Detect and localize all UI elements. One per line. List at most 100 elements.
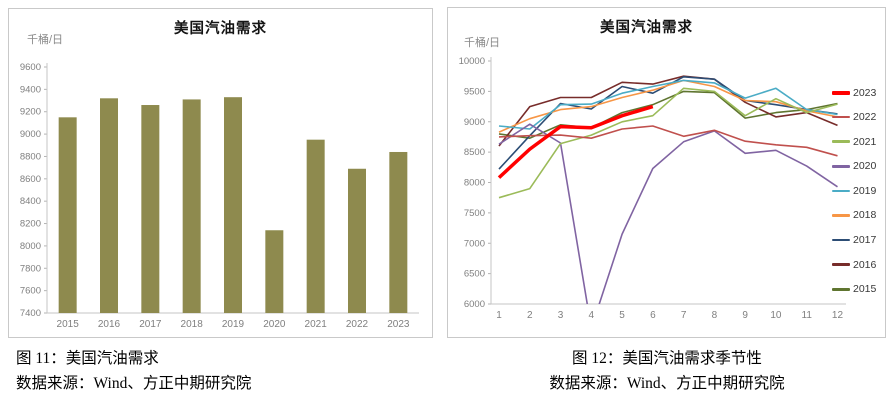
y-tick-label: 9000 xyxy=(20,129,41,140)
line-series-2020 xyxy=(498,123,838,304)
chart-title: 美国汽油需求 xyxy=(174,21,267,37)
caption-figure-12-title: 图 12：美国汽油需求季节性 xyxy=(572,350,762,367)
legend-swatch-2016 xyxy=(832,263,850,266)
y-tick-label: 6500 xyxy=(464,269,485,280)
y-tick-label: 8000 xyxy=(20,241,41,252)
bar-2016 xyxy=(100,98,118,314)
y-tick-label: 8800 xyxy=(20,151,41,162)
x-tick-label: 9 xyxy=(742,310,748,321)
legend-item-2021: 2021 xyxy=(832,135,876,148)
bar-2015 xyxy=(58,117,77,314)
legend-item-2017: 2017 xyxy=(832,234,876,247)
caption-figure-11-title: 图 11：美国汽油需求 xyxy=(16,350,159,367)
y-tick-label: 9500 xyxy=(464,86,485,97)
y-tick-label: 8500 xyxy=(464,147,485,158)
x-tick-label: 2015 xyxy=(57,319,80,330)
caption-figure-11: 图 11：美国汽油需求 数据来源：Wind、方正中期研究院 xyxy=(16,346,251,396)
legend-item-2019: 2019 xyxy=(832,184,876,197)
line-series-group xyxy=(497,75,838,304)
y-axis-unit-label: 千桶/日 xyxy=(27,34,64,46)
y-tick-label: 9600 xyxy=(20,62,41,73)
y-tick-label: 7500 xyxy=(464,208,485,219)
y-tick-label: 9000 xyxy=(464,117,485,128)
legend-label-2021: 2021 xyxy=(853,135,877,148)
legend-label-2019: 2019 xyxy=(853,184,877,197)
y-tick-label: 7000 xyxy=(464,238,485,249)
line-series-2015 xyxy=(498,90,838,139)
x-tick-label: 2017 xyxy=(139,319,162,330)
x-tick-label: 1 xyxy=(496,310,502,321)
bar-2022 xyxy=(348,168,366,313)
chart-legend: 2023 2022 2021 2020 2019 2018 2017 2016 2015 xyxy=(832,86,876,307)
x-tick-label: 5 xyxy=(619,310,625,321)
x-tick-label: 2018 xyxy=(181,319,204,330)
legend-swatch-2019 xyxy=(832,189,850,193)
legend-label-2023: 2023 xyxy=(853,86,877,99)
y-tick-label: 8600 xyxy=(20,174,41,185)
legend-swatch-2020 xyxy=(832,165,850,168)
legend-item-2018: 2018 xyxy=(832,209,876,222)
line-series-2021 xyxy=(498,87,838,199)
legend-swatch-2017 xyxy=(832,238,850,242)
figure-panel-line-chart: 千桶/日 美国汽油需求 6000 6500 7000 7500 8000 8500 9000… xyxy=(447,7,886,338)
caption-figure-12: 图 12：美国汽油需求季节性 数据来源：Wind、方正中期研究院 xyxy=(447,346,887,396)
legend-label-2018: 2018 xyxy=(853,209,877,222)
x-tick-label: 2016 xyxy=(98,319,121,330)
x-tick-label: 2022 xyxy=(346,319,369,330)
x-tick-label: 2019 xyxy=(222,319,245,330)
line-series-2019 xyxy=(498,79,838,130)
x-tick-label: 10 xyxy=(770,310,782,321)
y-tick-label: 7400 xyxy=(20,308,41,319)
legend-item-2020: 2020 xyxy=(832,160,876,173)
legend-item-2023: 2023 xyxy=(832,86,876,99)
bar-chart-canvas: 7400 7600 7800 8000 8200 8400 8600 8800 9000 9200… xyxy=(20,62,419,330)
legend-item-2015: 2015 xyxy=(832,283,876,296)
x-tick-label: 2 xyxy=(527,310,533,321)
legend-label-2022: 2022 xyxy=(853,111,877,124)
x-tick-label: 2021 xyxy=(305,319,328,330)
legend-item-2022: 2022 xyxy=(832,111,876,124)
y-tick-label: 8200 xyxy=(20,219,41,230)
x-tick-label: 4 xyxy=(589,310,595,321)
bar-2023 xyxy=(389,151,408,313)
caption-figure-11-source: 数据来源：Wind、方正中期研究院 xyxy=(16,375,252,392)
x-tick-label: 2023 xyxy=(387,319,410,330)
legend-swatch-2023 xyxy=(832,90,850,95)
line-series-2022 xyxy=(498,125,838,157)
bar-2017 xyxy=(141,105,160,313)
bar-2021 xyxy=(306,139,325,313)
x-tick-label: 6 xyxy=(650,310,656,321)
legend-label-2016: 2016 xyxy=(853,258,877,271)
x-tick-label: 3 xyxy=(558,310,564,321)
x-tick-label: 7 xyxy=(681,310,687,321)
bar-2019 xyxy=(224,97,242,313)
x-tick-label: 8 xyxy=(712,310,718,321)
y-tick-label: 8000 xyxy=(464,178,485,189)
caption-figure-12-source: 数据来源：Wind、方正中期研究院 xyxy=(549,375,785,392)
x-tick-label: 2020 xyxy=(263,319,286,330)
legend-swatch-2022 xyxy=(832,115,850,119)
y-tick-label: 9200 xyxy=(20,107,41,118)
bar-2018 xyxy=(182,99,201,313)
legend-swatch-2015 xyxy=(832,288,850,291)
legend-swatch-2021 xyxy=(832,140,850,143)
legend-label-2017: 2017 xyxy=(853,234,877,247)
legend-label-2020: 2020 xyxy=(853,160,877,173)
y-tick-label: 7600 xyxy=(20,286,41,297)
legend-label-2015: 2015 xyxy=(853,283,877,296)
y-tick-label: 8400 xyxy=(20,196,41,207)
y-tick-label: 6000 xyxy=(464,299,485,310)
figure-panel-bar-chart: 千桶/日 美国汽油需求 7400 7600 7800 8000 8200 8400 8600… xyxy=(8,8,433,338)
y-tick-label: 7800 xyxy=(20,263,41,274)
legend-swatch-2018 xyxy=(832,214,850,217)
bar-2020 xyxy=(265,230,284,313)
x-tick-label: 11 xyxy=(802,310,813,321)
y-tick-label: 9400 xyxy=(20,84,41,95)
chart-title: 美国汽油需求 xyxy=(600,20,693,36)
line-series-2023 xyxy=(497,104,654,179)
y-axis-unit-label: 千桶/日 xyxy=(464,37,501,49)
line-series-2016 xyxy=(498,75,838,147)
legend-item-2016: 2016 xyxy=(832,258,876,271)
